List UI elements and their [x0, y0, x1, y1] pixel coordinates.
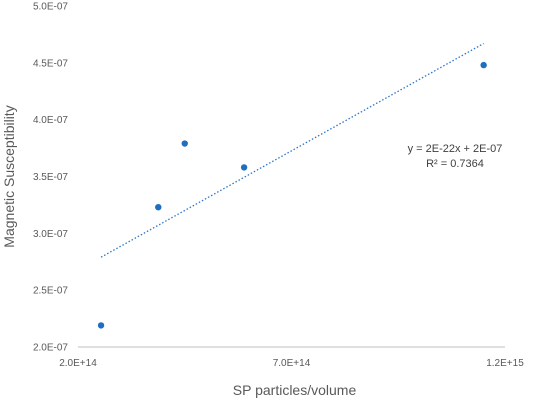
trendline-equation: y = 2E-22x + 2E-07: [408, 143, 503, 155]
y-tick-label: 4.0E-07: [33, 115, 68, 126]
y-tick-label: 4.5E-07: [33, 58, 68, 69]
y-tick-label: 3.0E-07: [33, 229, 68, 240]
y-tick-label: 5.0E-07: [33, 2, 68, 13]
y-tick-labels: 2.0E-07 2.5E-07 3.0E-07 3.5E-07 4.0E-07 4.5E-…: [33, 2, 68, 354]
data-point: [181, 140, 188, 147]
data-point: [240, 164, 248, 171]
r-squared-label: R² = 0.7364: [426, 158, 484, 170]
y-tick-label: 2.5E-07: [33, 286, 68, 297]
x-axis-title: SP particles/volume: [233, 382, 357, 398]
y-axis-title: Magnetic Susceptibility: [1, 105, 17, 247]
data-point: [97, 322, 105, 329]
y-tick-label: 3.5E-07: [33, 172, 68, 183]
x-tick-labels: 2.0E+14 7.0E+14 1.2E+15: [59, 358, 524, 369]
data-point: [155, 203, 162, 211]
data-point: [480, 61, 487, 69]
trendline: [100, 42, 484, 258]
data-points: [97, 61, 487, 329]
x-tick-label: 1.2E+15: [486, 358, 524, 369]
y-tick-label: 2.0E-07: [33, 343, 68, 354]
x-tick-label: 2.0E+14: [59, 358, 97, 369]
x-tick-label: 7.0E+14: [273, 358, 311, 369]
